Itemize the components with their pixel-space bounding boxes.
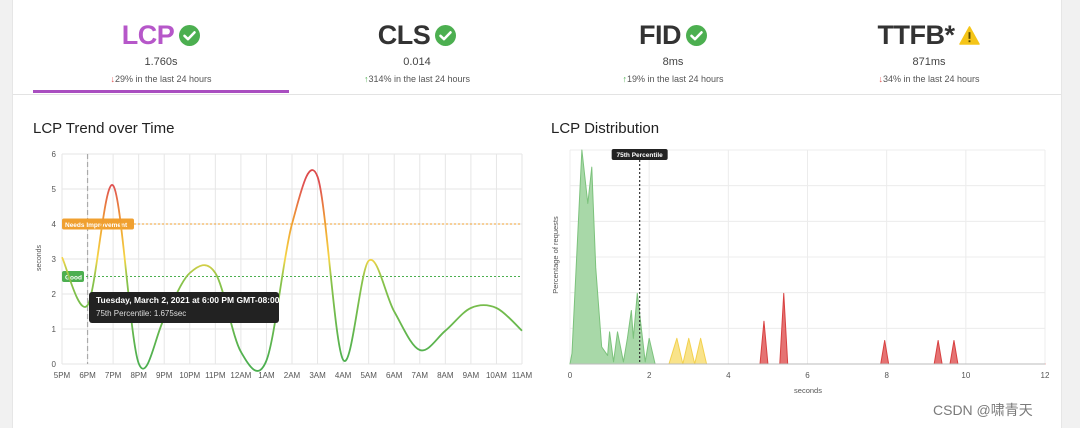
percentile-marker-label: 75th Percentile <box>617 152 664 159</box>
metric-value: 8ms <box>662 56 684 68</box>
arrow-up-icon: ↑ <box>622 74 627 84</box>
trend-x-tick-label: 6AM <box>386 371 403 380</box>
distribution-y-axis-label: Percentage of requests <box>551 216 560 294</box>
metric-tab-lcp[interactable]: LCP 1.760s ↓29% in the last 24 hours <box>33 0 289 94</box>
trend-y-axis-label: seconds <box>36 244 43 271</box>
dist-x-tick-label: 4 <box>726 371 731 380</box>
dist-x-tick-label: 12 <box>1041 371 1050 380</box>
metric-delta-text: 19% in the last 24 hours <box>626 74 724 84</box>
metric-name: LCP <box>121 20 175 50</box>
trend-x-tick-label: 8PM <box>130 371 147 380</box>
trend-y-tick-label: 4 <box>52 220 57 229</box>
lcp-distribution-chart: 0 2 4 6 8 10 12 75th Percentile Percentage of … <box>551 149 1050 395</box>
metric-delta-text: 314% in the last 24 hours <box>368 74 471 84</box>
trend-y-tick-label: 6 <box>52 150 57 159</box>
metric-delta: ↓34% in the last 24 hours <box>801 74 1057 84</box>
trend-x-tick-label: 11PM <box>205 371 226 380</box>
trend-x-tick-label: 6PM <box>79 371 96 380</box>
trend-x-tick-label: 7AM <box>412 371 429 380</box>
trend-x-tick-label: 11AM <box>512 371 533 380</box>
dist-x-tick-label: 10 <box>961 371 970 380</box>
metrics-row: LCP 1.760s ↓29% in the last 24 hours CLS… <box>13 0 1061 95</box>
threshold-badge <box>62 218 134 230</box>
distribution-chart-title: LCP Distribution <box>551 120 660 137</box>
trend-x-tick-label: 10AM <box>486 371 507 380</box>
check-circle-icon <box>686 25 707 46</box>
trend-y-tick-label: 1 <box>52 325 57 334</box>
metric-value: 0.014 <box>403 56 431 68</box>
metric-name: CLS <box>377 20 431 50</box>
arrow-down-icon: ↓ <box>878 74 883 84</box>
metric-tab-cls[interactable]: CLS 0.014 ↑314% in the last 24 hours <box>289 0 545 94</box>
trend-tooltip: Tuesday, March 2, 2021 at 6:00 PM GMT-08… <box>89 292 280 323</box>
distribution-x-axis-label: seconds <box>794 386 822 395</box>
dist-x-tick-label: 2 <box>647 371 652 380</box>
threshold-label: Good <box>65 274 82 281</box>
metric-delta: ↓29% in the last 24 hours <box>33 74 289 84</box>
trend-y-tick-label: 0 <box>52 360 57 369</box>
dist-x-tick-label: 0 <box>568 371 573 380</box>
trend-x-tick-label: 5PM <box>54 371 71 380</box>
dist-series-area <box>569 149 656 365</box>
tooltip-title: Tuesday, March 2, 2021 at 6:00 PM GMT-08… <box>96 295 280 305</box>
watermark: CSDN @啸青天 <box>933 402 1033 418</box>
trend-x-tick-label: 3AM <box>309 371 326 380</box>
trend-y-tick-label: 2 <box>52 290 57 299</box>
metric-delta-text: 29% in the last 24 hours <box>114 74 212 84</box>
dist-x-tick-label: 8 <box>884 371 889 380</box>
trend-x-tick-label: 12AM <box>230 371 251 380</box>
metric-value: 871ms <box>912 56 946 68</box>
trend-x-tick-label: 8AM <box>437 371 454 380</box>
arrow-down-icon: ↓ <box>110 74 115 84</box>
trend-y-tick-label: 3 <box>52 255 57 264</box>
metric-value: 1.760s <box>144 56 178 68</box>
metric-delta: ↑19% in the last 24 hours <box>545 74 801 84</box>
trend-x-tick-label: 9AM <box>463 371 480 380</box>
trend-x-tick-label: 5AM <box>360 371 377 380</box>
arrow-up-icon: ↑ <box>363 74 369 84</box>
metric-tab-fid[interactable]: FID 8ms ↑19% in the last 24 hours <box>545 0 801 94</box>
trend-x-tick-label: 7PM <box>105 371 122 380</box>
trend-x-tick-label: 1AM <box>258 371 275 380</box>
dist-series-area <box>668 337 708 365</box>
metric-name: FID <box>639 20 682 50</box>
trend-x-tick-label: 9PM <box>156 371 173 380</box>
threshold-label: Needs Improvement <box>65 222 128 229</box>
lcp-trend-chart: 0 1 2 3 4 5 6 5PM 6PM 7PM 8PM 9PM 10PM 11PM 12AM 1AM 2AM… <box>36 150 533 380</box>
percentile-marker-badge <box>611 149 668 160</box>
check-circle-icon <box>435 25 457 46</box>
warning-triangle-icon <box>959 26 981 45</box>
dist-series-area <box>727 292 1046 365</box>
trend-x-tick-label: 2AM <box>284 371 301 380</box>
metric-delta: ↑314% in the last 24 hours <box>289 74 545 84</box>
dist-x-tick-label: 6 <box>805 371 810 380</box>
active-tab-indicator <box>33 90 289 93</box>
metric-delta-text: 34% in the last 24 hours <box>882 74 980 84</box>
trend-chart-title: LCP Trend over Time <box>33 120 175 137</box>
check-circle-icon <box>179 25 201 46</box>
metric-tab-ttfb[interactable]: TTFB* 871ms ↓34% in the last 24 hours <box>801 0 1057 94</box>
trend-x-tick-label: 4AM <box>335 371 352 380</box>
trend-y-tick-label: 5 <box>52 185 57 194</box>
trend-x-tick-label: 10PM <box>179 371 200 380</box>
metric-name: TTFB* <box>877 20 955 50</box>
tooltip-body: 75th Percentile: 1.675sec <box>96 309 186 318</box>
